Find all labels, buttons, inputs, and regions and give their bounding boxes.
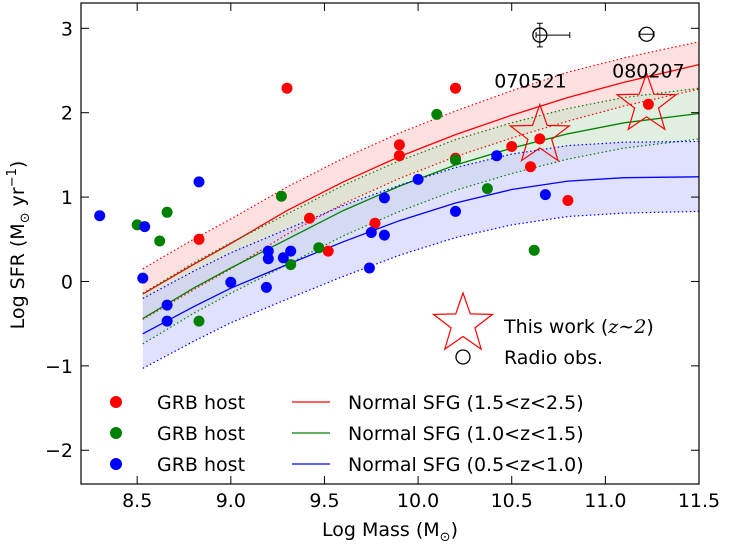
sfg-lower-blue	[142, 210, 699, 369]
legend-star-icon	[431, 291, 495, 351]
grb-point-blue-2	[193, 176, 205, 188]
legend-grb-blue-marker	[110, 458, 122, 470]
grb-point-blue-13	[262, 245, 274, 257]
legend-this-work-math: z∼2	[607, 316, 646, 338]
y-tick-label-4: 2	[61, 103, 73, 125]
legend-sfg-red: Normal SFG (1.5<z<2.5)	[348, 392, 584, 414]
y-tick-label-3: 1	[61, 187, 73, 209]
sfg-lower-green	[142, 138, 699, 345]
grb-host-points	[94, 82, 654, 327]
grb-point-blue-9	[365, 227, 377, 238]
y-tick-label-5: 3	[61, 18, 73, 40]
sfg-curve-green	[142, 112, 699, 320]
legend-sfg-green: Normal SFG (1.0<z<1.5)	[348, 423, 584, 445]
grb-point-blue-4	[491, 150, 503, 162]
grb-point-green-6	[161, 206, 173, 218]
grb-point-blue-1	[139, 221, 151, 233]
x-tick-label-2: 9.5	[309, 490, 339, 512]
grb-point-green-9	[285, 259, 297, 271]
grb-point-green-8	[313, 242, 325, 254]
x-axis-ticks: 8.5 9.0 9.5 10.0 10.5 11.0 11.5	[122, 3, 720, 512]
grb-point-blue-16	[225, 276, 237, 288]
grb-point-blue-6	[539, 189, 551, 201]
x-tick-label-0: 8.5	[122, 490, 152, 512]
grb-point-blue-3	[412, 173, 424, 185]
legend-radio-obs: Radio obs.	[504, 347, 603, 369]
y-axis-ticks: −2 −1 0 1 2 3	[45, 18, 699, 462]
x-axis-label-sub: ⊙	[440, 530, 451, 545]
grb-point-red-10	[369, 217, 381, 229]
grb-point-blue-14	[262, 253, 274, 265]
y-axis-label-sup: −1	[5, 168, 20, 187]
y-axis-label-sub: ⊙	[18, 212, 33, 223]
this-work-star-0	[508, 102, 572, 163]
grb-point-red-9	[304, 212, 315, 224]
sfg-lower-red	[142, 88, 699, 320]
legend-sfg-blue: Normal SFG (0.5<z<1.0)	[348, 454, 584, 476]
sfg-upper-red	[142, 41, 699, 270]
grb-point-blue-17	[161, 299, 173, 311]
legend-grb-red: GRB host	[157, 392, 245, 414]
radio-point-1	[638, 26, 655, 42]
grb-point-green-0	[431, 108, 443, 120]
series-legend: GRB host GRB host GRB host Normal SFG (1…	[110, 392, 584, 476]
grb-point-green-3	[528, 244, 540, 256]
this-work-star-1	[615, 71, 678, 131]
legend-grb-green: GRB host	[157, 423, 245, 445]
grb-point-red-5	[506, 141, 518, 152]
grb-point-blue-8	[378, 229, 390, 241]
y-tick-label-2: 0	[61, 271, 73, 293]
grb-point-blue-11	[285, 245, 297, 257]
grb-point-red-3	[393, 150, 405, 162]
grb-point-blue-5	[450, 205, 461, 217]
x-tick-label-1: 9.0	[216, 490, 246, 512]
grb-point-red-6	[525, 161, 536, 173]
x-tick-label-5: 11.0	[584, 490, 626, 512]
grb-point-red-11	[322, 245, 334, 257]
grb-point-blue-10	[363, 262, 375, 274]
legend-grb-red-marker	[110, 396, 122, 408]
burst-label-080207: 080207	[612, 61, 685, 83]
grb-point-red-12	[193, 233, 205, 245]
x-axis-label: Log Mass (M⊙)	[322, 519, 458, 545]
sfg-curve-blue	[142, 176, 699, 335]
grb-point-red-0	[281, 82, 293, 94]
grb-point-green-1	[450, 154, 461, 166]
legend-grb-green-marker	[110, 427, 122, 439]
radio-observations	[532, 22, 655, 48]
grb-point-red-2	[393, 139, 405, 151]
grb-point-red-8	[562, 195, 574, 206]
radio-point-0	[532, 27, 548, 43]
grb-point-green-7	[154, 235, 166, 247]
grb-point-red-13	[642, 98, 654, 110]
y-tick-label-0: −2	[45, 440, 73, 462]
x-tick-label-6: 11.5	[678, 490, 720, 512]
plot-frame	[80, 2, 700, 485]
normal-sfg-bands	[142, 41, 699, 369]
grb-point-blue-12	[277, 252, 289, 264]
grb-point-green-10	[193, 315, 205, 327]
this-work-stars	[508, 71, 678, 163]
grb-point-blue-18	[161, 315, 173, 327]
y-tick-label-1: −1	[45, 356, 73, 378]
grb-point-blue-15	[260, 281, 272, 293]
grb-point-blue-0	[94, 210, 106, 222]
x-tick-label-4: 10.5	[491, 490, 533, 512]
grb-point-red-1	[450, 82, 461, 94]
grb-point-blue-7	[378, 192, 390, 204]
sfg-upper-blue	[142, 140, 699, 299]
grb-point-red-7	[534, 133, 546, 145]
grb-point-green-2	[481, 183, 493, 195]
grb-point-green-4	[275, 190, 287, 202]
marker-legend: This work (z∼2) Radio obs.	[431, 291, 654, 369]
legend-circle-icon	[455, 349, 471, 365]
x-tick-label-3: 10.0	[397, 490, 439, 512]
legend-this-work: This work (z∼2)	[503, 316, 654, 338]
sfg-band-blue	[142, 141, 699, 369]
legend-grb-blue: GRB host	[157, 454, 245, 476]
grb-point-blue-19	[137, 272, 149, 284]
burst-label-070521: 070521	[494, 71, 567, 93]
y-axis-label: Log SFR (M⊙ yr−1)	[5, 161, 33, 330]
